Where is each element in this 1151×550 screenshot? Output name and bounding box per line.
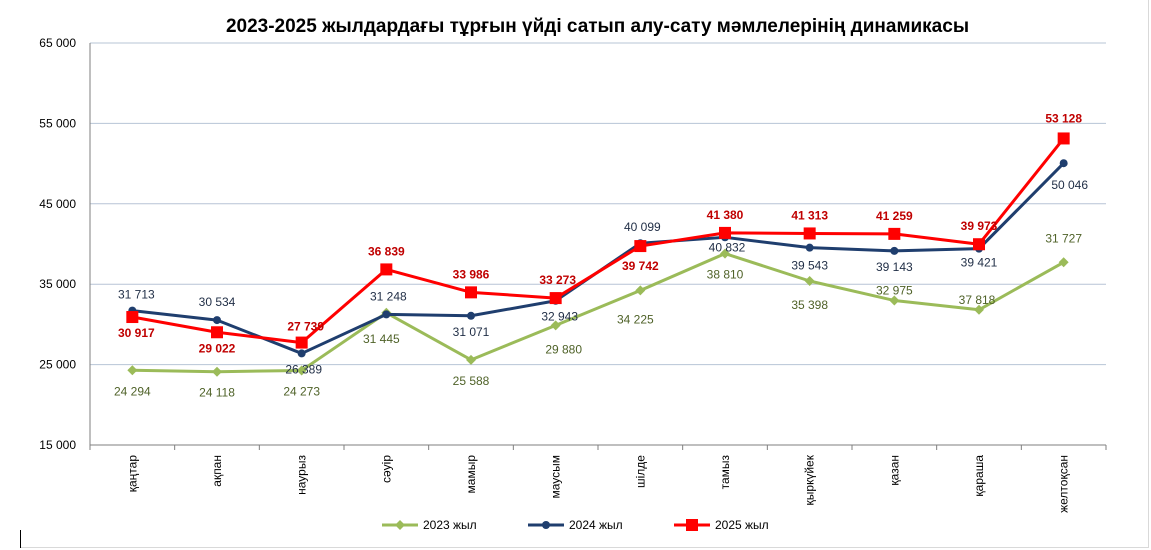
data-point — [296, 365, 307, 376]
x-tick-label: мамыр — [464, 455, 478, 494]
data-label: 39 421 — [961, 256, 998, 270]
data-label: 40 832 — [709, 240, 746, 254]
x-tick-label: қазан — [887, 455, 901, 486]
data-label: 39 742 — [622, 259, 659, 273]
data-label: 32 975 — [876, 283, 913, 297]
data-point — [974, 304, 984, 315]
data-label: 41 259 — [876, 209, 913, 223]
data-point — [467, 311, 475, 320]
x-tick-label: ақпан — [210, 455, 224, 487]
data-label: 25 588 — [453, 374, 490, 388]
data-label: 32 943 — [541, 310, 578, 324]
data-label: 31 713 — [118, 288, 155, 302]
chart-frame — [20, 0, 1149, 548]
y-tick-label: 35 000 — [39, 277, 76, 291]
data-point — [720, 248, 730, 259]
data-label: 41 380 — [707, 208, 744, 222]
data-point — [804, 276, 815, 287]
data-label: 35 398 — [791, 298, 828, 312]
data-label: 33 986 — [453, 267, 490, 281]
x-tick-label: наурыз — [295, 455, 309, 495]
data-label: 53 128 — [1045, 111, 1082, 125]
data-point — [803, 227, 816, 240]
data-point — [549, 292, 562, 305]
data-point — [1058, 257, 1069, 268]
legend-label: 2025 жыл — [715, 518, 769, 532]
data-label: 40 099 — [624, 220, 661, 234]
x-tick-label: қаңтар — [125, 455, 139, 493]
data-point — [719, 226, 731, 239]
data-point — [1059, 159, 1068, 168]
data-label: 39 973 — [961, 219, 998, 233]
x-tick-label: тамыз — [718, 455, 732, 490]
x-tick-label: қараша — [972, 455, 986, 497]
data-point — [213, 316, 221, 325]
chart-title: 2023-2025 жылдардағы тұрғын үйді сатып а… — [225, 16, 970, 37]
x-tick-label: қыркүйек — [803, 454, 817, 505]
series-line — [132, 252, 1065, 374]
series-line — [132, 137, 1065, 345]
data-point — [890, 246, 899, 255]
legend-label: 2024 жыл — [569, 518, 623, 532]
data-point — [466, 354, 476, 365]
data-label: 24 294 — [114, 384, 151, 398]
data-point — [550, 320, 561, 331]
legend-marker — [395, 520, 405, 530]
data-label: 26 389 — [285, 362, 322, 376]
legend-marker — [542, 521, 550, 529]
data-point — [635, 285, 646, 296]
data-point — [1057, 132, 1070, 145]
data-label: 27 739 — [287, 320, 324, 334]
legend-label: 2023 жыл — [423, 518, 477, 532]
data-label: 29 880 — [545, 342, 582, 356]
y-tick-label: 55 000 — [39, 116, 76, 130]
data-point — [380, 263, 393, 276]
data-point — [382, 310, 391, 319]
data-label: 30 917 — [118, 326, 155, 340]
data-point — [805, 243, 814, 252]
data-point — [973, 238, 985, 251]
y-tick-label: 45 000 — [39, 197, 76, 211]
frame-edge-mark — [20, 530, 21, 548]
data-label: 41 313 — [791, 208, 828, 222]
data-point — [126, 311, 139, 324]
data-label: 36 839 — [368, 244, 405, 258]
series-line — [132, 162, 1065, 355]
data-point — [465, 286, 477, 299]
data-label: 31 071 — [453, 325, 490, 339]
data-label: 37 818 — [959, 293, 996, 307]
data-label: 50 046 — [1051, 178, 1088, 192]
x-tick-label: сәуір — [379, 455, 393, 483]
data-label: 30 534 — [199, 295, 236, 309]
data-label: 31 727 — [1045, 231, 1082, 245]
data-point — [889, 295, 900, 306]
data-point — [297, 349, 306, 358]
data-label: 39 543 — [791, 259, 828, 273]
y-tick-label: 25 000 — [39, 358, 76, 372]
data-label: 24 273 — [283, 384, 320, 398]
x-tick-label: желтоқсан — [1057, 455, 1071, 513]
data-label: 31 248 — [370, 289, 407, 303]
data-point — [295, 336, 308, 349]
x-tick-label: маусым — [549, 455, 563, 499]
data-label: 24 118 — [199, 386, 235, 400]
data-point — [634, 240, 647, 253]
data-label: 39 143 — [876, 260, 913, 274]
data-point — [212, 366, 222, 377]
data-point — [888, 227, 901, 240]
data-label: 31 445 — [363, 332, 400, 346]
data-point — [211, 326, 223, 339]
data-label: 34 225 — [617, 312, 654, 326]
data-label: 29 022 — [199, 341, 236, 355]
data-point — [127, 365, 138, 376]
x-tick-label: шілде — [633, 455, 647, 488]
data-label: 33 273 — [539, 273, 576, 287]
data-label: 38 810 — [707, 268, 744, 282]
legend-marker — [686, 519, 698, 531]
y-tick-label: 65 000 — [39, 36, 76, 50]
y-tick-label: 15 000 — [39, 438, 76, 452]
